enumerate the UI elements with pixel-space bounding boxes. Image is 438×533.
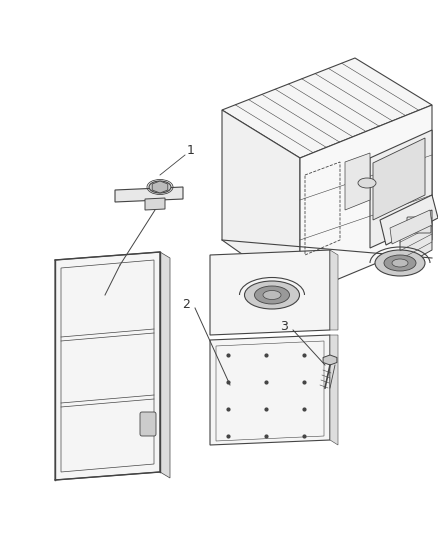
Polygon shape xyxy=(345,153,370,210)
Ellipse shape xyxy=(384,255,416,271)
Polygon shape xyxy=(115,187,183,202)
Ellipse shape xyxy=(392,259,408,267)
Ellipse shape xyxy=(358,178,376,188)
Polygon shape xyxy=(210,335,330,445)
FancyBboxPatch shape xyxy=(140,412,156,436)
Polygon shape xyxy=(55,252,160,480)
Polygon shape xyxy=(210,250,330,335)
Polygon shape xyxy=(373,138,425,220)
Text: 3: 3 xyxy=(280,320,288,334)
Polygon shape xyxy=(152,181,168,193)
Text: 2: 2 xyxy=(182,298,190,311)
Polygon shape xyxy=(380,195,438,245)
Polygon shape xyxy=(390,210,432,244)
FancyBboxPatch shape xyxy=(407,217,431,233)
Polygon shape xyxy=(323,355,337,365)
Polygon shape xyxy=(160,252,170,478)
Polygon shape xyxy=(370,130,432,248)
Ellipse shape xyxy=(149,181,171,193)
Polygon shape xyxy=(330,250,338,330)
Ellipse shape xyxy=(254,286,290,304)
Polygon shape xyxy=(222,58,432,158)
Ellipse shape xyxy=(244,281,300,309)
Polygon shape xyxy=(222,110,300,295)
Polygon shape xyxy=(145,198,165,210)
Ellipse shape xyxy=(263,290,281,300)
Text: 1: 1 xyxy=(187,143,195,157)
Polygon shape xyxy=(330,335,338,445)
Polygon shape xyxy=(400,210,432,268)
Polygon shape xyxy=(300,105,432,295)
Ellipse shape xyxy=(375,250,425,276)
